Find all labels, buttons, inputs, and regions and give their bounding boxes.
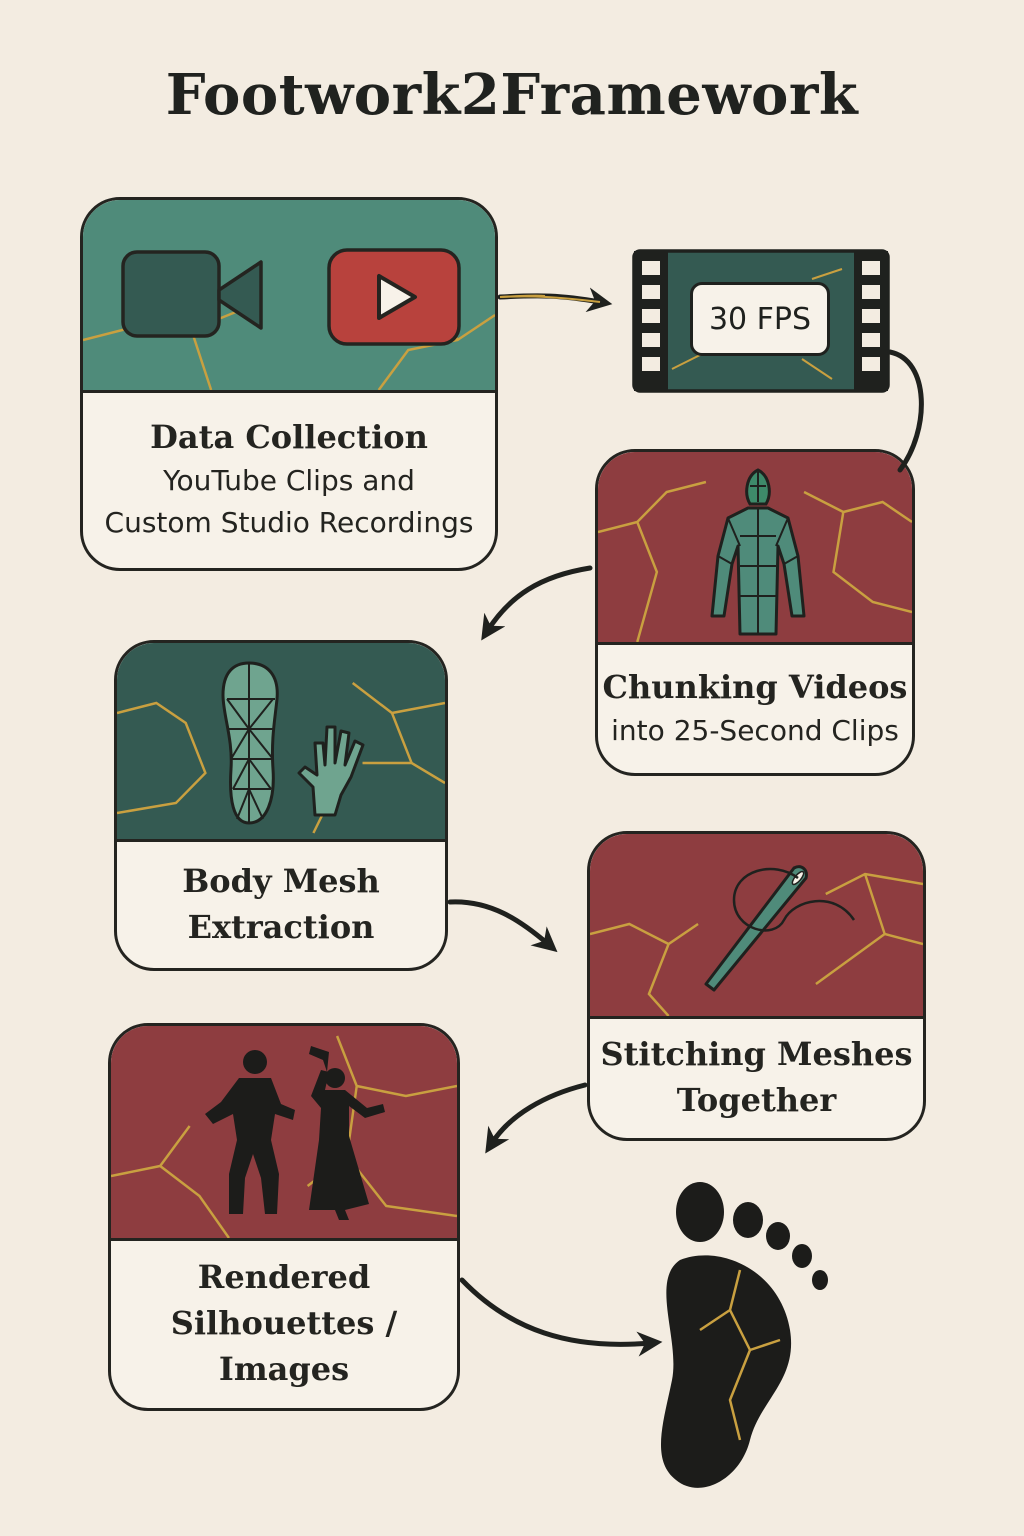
arrow-5-to-6 <box>485 1082 588 1154</box>
step-body-mesh-card: Body Mesh Extraction <box>114 640 448 971</box>
footprint-icon <box>660 1182 828 1488</box>
needle-thread-icon <box>704 865 856 992</box>
step-rendered-card: Rendered Silhouettes / Images <box>108 1023 460 1411</box>
dancer-silhouettes-icon <box>205 1046 385 1220</box>
step-subtitle-line-1: into 25-Second Clips <box>611 713 899 747</box>
page-title: Footwork2Framework <box>165 62 859 128</box>
step-title-line-3: Images <box>218 1350 350 1388</box>
fps-badge: 30 FPS <box>690 282 830 356</box>
step-title-line-1: Body Mesh <box>182 861 380 900</box>
arrow-3-to-4 <box>481 565 593 641</box>
arrow-2-to-3 <box>887 349 924 473</box>
mesh-hand-icon <box>297 725 365 817</box>
arrow-4-to-5 <box>447 899 558 953</box>
step-title-line-1: Rendered <box>197 1258 371 1296</box>
gold-veins <box>598 480 912 642</box>
step-title: Chunking Videos <box>602 667 908 706</box>
step-title-line-1: Stitching Meshes <box>600 1035 913 1073</box>
play-button-icon <box>327 248 461 346</box>
step-subtitle-line-1: YouTube Clips and <box>163 464 415 497</box>
step-title-line-2: Extraction <box>187 907 375 946</box>
gold-veins <box>111 1035 457 1238</box>
film-strip-icon: 30 FPS <box>632 249 890 393</box>
arrow-6-to-footprint <box>459 1277 663 1357</box>
video-camera-icon <box>121 250 263 338</box>
step-title: Data Collection <box>150 418 428 456</box>
step-subtitle-line-2: Custom Studio Recordings <box>104 506 474 539</box>
step-stitching-card: Stitching Meshes Together <box>587 831 926 1141</box>
step-chunking-card: Chunking Videos into 25-Second Clips <box>595 449 915 776</box>
gold-veins <box>117 682 445 834</box>
mesh-body-icon <box>710 468 806 636</box>
step-data-collection-card: Data Collection YouTube Clips and Custom… <box>80 197 498 571</box>
mesh-foot-icon <box>221 661 279 825</box>
gold-veins <box>590 872 923 1016</box>
step-title-line-2: Together <box>676 1081 837 1119</box>
step-title-line-2: Silhouettes / <box>170 1304 398 1342</box>
